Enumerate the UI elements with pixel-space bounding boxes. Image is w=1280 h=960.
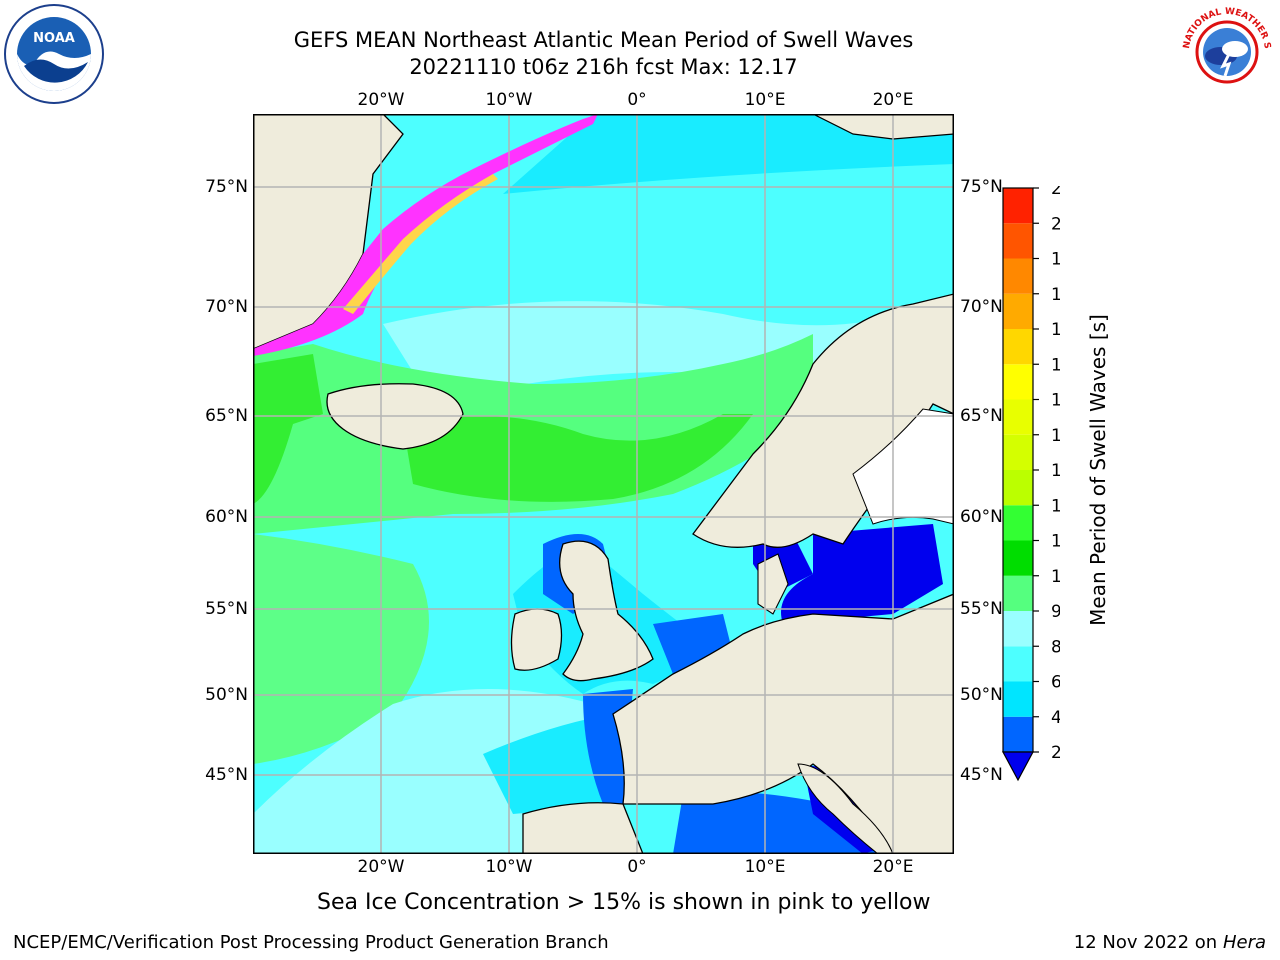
- colorbar-tick-label: 13: [1051, 461, 1060, 481]
- colorbar-box: [1003, 434, 1033, 470]
- colorbar-box: [1003, 223, 1033, 259]
- colorbar-tick-label: 8: [1051, 637, 1060, 657]
- lon-label-bottom-20w: 20°W: [357, 857, 405, 877]
- lon-label-bottom-10e: 10°E: [744, 857, 786, 877]
- nws-logo-icon: NATIONAL WEATHER SERVICE: [1174, 0, 1277, 100]
- lat-label-right-75n: 75°N: [960, 177, 1003, 197]
- colorbar-box: [1003, 258, 1033, 294]
- colorbar-tick-label: 19: [1051, 250, 1060, 270]
- colorbar-tick-label: 2: [1051, 743, 1060, 763]
- svg-text:NOAA: NOAA: [33, 31, 75, 46]
- colorbar-title: Mean Period of Swell Waves [s]: [1086, 314, 1110, 626]
- colorbar-tick-label: 9: [1051, 602, 1060, 622]
- colorbar: 2 4 6 8 9 10 11 12 13 14 15 16 17 18 19 20 21: [1000, 179, 1073, 786]
- sea-ice-edge: [253, 114, 598, 356]
- ireland-land: [510, 608, 563, 671]
- lon-label-bottom-20e: 20°E: [872, 857, 914, 877]
- swell-band-baltic: [781, 524, 943, 624]
- lat-label-left-50n: 50°N: [205, 685, 248, 705]
- lon-label-top-10e: 10°E: [744, 90, 786, 110]
- lat-label-right-50n: 50°N: [960, 685, 1003, 705]
- colorbar-box: [1003, 329, 1033, 365]
- lat-label-right-60n: 60°N: [960, 507, 1003, 527]
- footer-date-text: 12 Nov 2022 on: [1073, 932, 1218, 953]
- colorbar-tick-label: 17: [1051, 320, 1060, 340]
- footer-producer: NCEP/EMC/Verification Post Processing Pr…: [13, 932, 609, 953]
- graticule: [253, 114, 954, 854]
- colorbar-box: [1003, 540, 1033, 576]
- colorbar-extend-triangle: [1001, 751, 1035, 782]
- lon-label-bottom-10w: 10°W: [485, 857, 533, 877]
- footer-date: 12 Nov 2022 on Hera: [1074, 932, 1266, 953]
- lat-label-left-60n: 60°N: [205, 507, 248, 527]
- lat-label-right-65n: 65°N: [960, 406, 1003, 426]
- colorbar-box: [1003, 681, 1033, 717]
- colorbar-tick-label: 6: [1051, 673, 1060, 693]
- colorbar-tick-label: 11: [1051, 532, 1060, 552]
- colorbar-tick-label: 12: [1051, 496, 1060, 516]
- lon-label-top-10w: 10°W: [485, 90, 533, 110]
- map-title: GEFS MEAN Northeast Atlantic Mean Period…: [293, 28, 914, 52]
- lon-label-bottom-0: 0°: [627, 857, 647, 877]
- colorbar-tick-label: 21: [1051, 186, 1060, 199]
- colorbar-tick-label: 20: [1051, 214, 1060, 234]
- colorbar-box: [1003, 575, 1033, 611]
- colorbar-box: [1003, 188, 1033, 224]
- lat-label-left-55n: 55°N: [205, 599, 248, 619]
- swell-band-darkgreen-west: [253, 354, 323, 504]
- colorbar-tick-label: 15: [1051, 391, 1060, 411]
- colorbar-graphic: 2 4 6 8 9 10 11 12 13 14 15 16 17 18 19 20 21: [1001, 179, 1073, 782]
- colorbar-box: [1003, 293, 1033, 329]
- great-britain-land: [559, 540, 654, 682]
- swell-period-map: [253, 114, 954, 854]
- lat-label-left-75n: 75°N: [205, 177, 248, 197]
- map-frame: [253, 114, 954, 854]
- sea-ice-note: Sea Ice Concentration > 15% is shown in …: [317, 890, 931, 915]
- colorbar-box: [1003, 399, 1033, 435]
- lat-label-left-65n: 65°N: [205, 406, 248, 426]
- lat-label-left-70n: 70°N: [205, 297, 248, 317]
- swell-band-green-west: [253, 534, 429, 764]
- footer-host: Hera: [1222, 932, 1266, 953]
- colorbar-box: [1003, 364, 1033, 400]
- colorbar-tick-label: 10: [1051, 567, 1060, 587]
- europe-land: [612, 593, 954, 854]
- lon-label-top-20w: 20°W: [357, 90, 405, 110]
- sea-ice-yellow: [343, 174, 498, 314]
- colorbar-tick-label: 14: [1051, 426, 1060, 446]
- lat-label-left-45n: 45°N: [205, 765, 248, 785]
- lon-label-top-0: 0°: [627, 90, 647, 110]
- colorbar-tick-label: 16: [1051, 355, 1060, 375]
- colorbar-box: [1003, 646, 1033, 682]
- colorbar-box: [1003, 611, 1033, 647]
- map-panel: [253, 114, 954, 854]
- lon-label-top-20e: 20°E: [872, 90, 914, 110]
- colorbar-tick-label: 18: [1051, 285, 1060, 305]
- lat-label-right-55n: 55°N: [960, 599, 1003, 619]
- iberia-land: [522, 802, 644, 854]
- colorbar-tick-label: 4: [1051, 708, 1060, 728]
- gulf-of-bothnia: [852, 408, 954, 525]
- lat-label-right-70n: 70°N: [960, 297, 1003, 317]
- colorbar-box: [1003, 470, 1033, 506]
- map-subtitle: 20221110 t06z 216h fcst Max: 12.17: [409, 55, 798, 79]
- lat-label-right-45n: 45°N: [960, 765, 1003, 785]
- svalbard-land: [812, 114, 954, 140]
- colorbar-box: [1003, 716, 1033, 752]
- colorbar-box: [1003, 505, 1033, 541]
- scandinavia-land: [692, 293, 954, 548]
- swell-band-north: [503, 114, 954, 194]
- noaa-logo-icon: NOAA: [4, 4, 104, 104]
- swell-band-darkgreen: [403, 414, 753, 502]
